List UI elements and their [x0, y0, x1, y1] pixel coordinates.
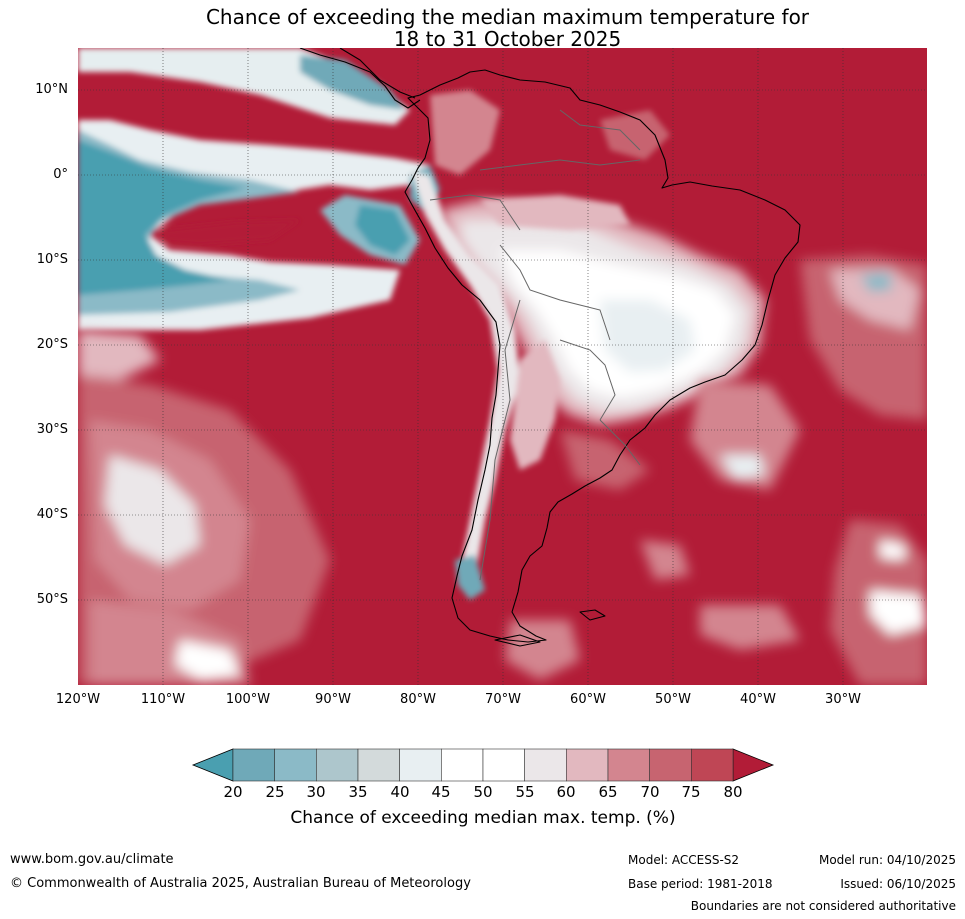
- map-title-line2: 18 to 31 October 2025: [393, 27, 622, 51]
- field-cool-regions: [78, 48, 440, 330]
- field-neutral-interior: [440, 200, 765, 425]
- central-america-coastline-north: [339, 48, 416, 99]
- footer-base-period: Base period: 1981-2018: [628, 877, 773, 891]
- falkland-islands: [579, 609, 606, 621]
- lat-label-40s: 40°S: [36, 507, 68, 522]
- lon-label-60w: 60°W: [570, 692, 606, 707]
- field-southern-patches: [78, 255, 927, 685]
- country-borders: [429, 109, 641, 581]
- central-america-coastline: [299, 48, 421, 109]
- colorbar-tick: 45: [431, 783, 451, 801]
- lon-label-100w: 100°W: [225, 692, 271, 707]
- colorbar: [191, 748, 775, 782]
- lat-label-20s: 20°S: [36, 337, 68, 352]
- lon-label-110w: 110°W: [140, 692, 186, 707]
- graticule: [78, 48, 927, 685]
- colorbar-segment: [441, 748, 484, 782]
- footer-model: Model: ACCESS-S2: [628, 853, 740, 867]
- border-line: [599, 419, 641, 466]
- colorbar-segment: [566, 748, 609, 782]
- colorbar-tick: 35: [348, 783, 368, 801]
- lat-label-10s: 10°S: [36, 252, 68, 267]
- colorbar-segment: [399, 748, 442, 782]
- colorbar-tick: 55: [515, 783, 535, 801]
- border-line: [429, 194, 521, 231]
- colorbar-segment: [482, 748, 525, 782]
- footer-disclaimer: Boundaries are not considered authoritat…: [690, 899, 956, 913]
- lon-label-40w: 40°W: [740, 692, 776, 707]
- tierra-del-fuego: [494, 634, 541, 647]
- lon-label-50w: 50°W: [655, 692, 691, 707]
- border-line: [499, 244, 611, 341]
- south-america-coastline: [404, 69, 801, 643]
- colorbar-tick: 70: [640, 783, 660, 801]
- border-line: [479, 299, 521, 581]
- footer-model-run: Model run: 04/10/2025: [818, 853, 956, 867]
- colorbar-low-arrow: [191, 748, 234, 782]
- field-andes-strip: [410, 170, 560, 600]
- colorbar-title: Chance of exceeding median max. temp. (%…: [290, 808, 676, 828]
- colorbar-tick: 60: [556, 783, 576, 801]
- colorbar-tick: 25: [265, 783, 285, 801]
- colorbar-segment: [524, 748, 567, 782]
- footer-website[interactable]: www.bom.gov.au/climate: [10, 852, 174, 867]
- field-northern-fringe: [430, 90, 670, 230]
- colorbar-tick: 50: [473, 783, 493, 801]
- colorbar-tick: 40: [390, 783, 410, 801]
- colorbar-tick: 20: [223, 783, 243, 801]
- lon-label-90w: 90°W: [315, 692, 351, 707]
- colorbar-segment: [316, 748, 359, 782]
- footer-issued: Issued: 06/10/2025: [840, 877, 956, 891]
- lat-label-0: 0°: [53, 167, 68, 182]
- colorbar-high-arrow: [732, 748, 775, 782]
- colorbar-tick: 30: [306, 783, 326, 801]
- lat-label-50s: 50°S: [36, 592, 68, 607]
- colorbar-segment: [691, 748, 734, 782]
- colorbar-segment: [607, 748, 650, 782]
- colorbar-segment: [274, 748, 317, 782]
- footer-copyright: © Commonwealth of Australia 2025, Austra…: [10, 876, 471, 891]
- colorbar-segments: [232, 748, 734, 782]
- lat-label-30s: 30°S: [36, 422, 68, 437]
- lon-label-120w: 120°W: [55, 692, 101, 707]
- coastline: [299, 48, 801, 647]
- border-line: [479, 159, 641, 171]
- colorbar-segment: [649, 748, 692, 782]
- colorbar-tick: 75: [681, 783, 701, 801]
- lon-label-80w: 80°W: [400, 692, 436, 707]
- colorbar-tick: 80: [723, 783, 743, 801]
- lat-label-10n: 10°N: [35, 82, 68, 97]
- colorbar-tick: 65: [598, 783, 618, 801]
- colorbar-segment: [357, 748, 400, 782]
- colorbar-segment: [232, 748, 275, 782]
- map-title-line1: Chance of exceeding the median maximum t…: [205, 5, 810, 29]
- border-line: [559, 109, 641, 151]
- border-line: [559, 339, 616, 421]
- probability-field: [78, 48, 927, 685]
- lon-label-30w: 30°W: [825, 692, 861, 707]
- lon-label-70w: 70°W: [485, 692, 521, 707]
